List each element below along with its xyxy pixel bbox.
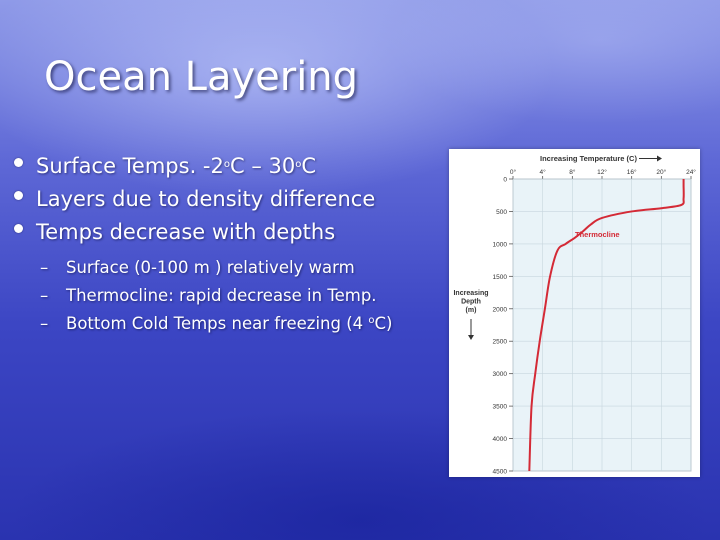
sub-bullet-list: – Surface (0-100 m ) relatively warm – T… (40, 258, 392, 342)
bullet-layers-density: Layers due to density difference (14, 187, 375, 220)
y-tick-label: 500 (496, 209, 507, 216)
bullet-text: Layers due to density difference (36, 187, 376, 211)
y-tick-label: 4000 (493, 436, 508, 443)
sub-bullet-text: Thermocline: rapid decrease in Temp. (66, 286, 377, 305)
y-tick-label: 2000 (493, 306, 508, 313)
x-tick-label: 12° (597, 168, 607, 176)
sub-bullet-dash: – (40, 258, 49, 277)
bullet-dot (14, 158, 23, 167)
bullet-text: Surface Temps. -2 (36, 154, 224, 178)
x-tick-labels: 0° 4° 8° 12° 16° 20° 24° (510, 168, 696, 176)
bullet-surface-temps: Surface Temps. -2oC – 30oC (14, 154, 375, 187)
sub-bullet-dash: – (40, 286, 49, 305)
sub-bullet-bottom: – Bottom Cold Temps near freezing (4 oC) (40, 314, 392, 342)
bullet-temps-decrease: Temps decrease with depths (14, 220, 375, 253)
degree-symbol: o (368, 315, 375, 326)
sub-bullet-surface: – Surface (0-100 m ) relatively warm (40, 258, 392, 286)
y-tick-label: 1500 (493, 274, 508, 281)
sub-bullet-text: Surface (0-100 m ) relatively warm (66, 258, 355, 277)
temperature-depth-figure: 0° 4° 8° 12° 16° 20° 24° 0 500 1000 1500 2000 2500 3… (449, 149, 700, 477)
y-tick-label: 1000 (493, 241, 508, 248)
x-tick-label: 8° (569, 168, 576, 176)
bullet-list: Surface Temps. -2oC – 30oC Layers due to… (14, 154, 375, 253)
y-axis-label-line: Depth (461, 299, 481, 306)
y-axis-label-line: Increasing (453, 290, 488, 297)
y-tick-label: 3500 (493, 404, 508, 411)
y-axis-label-line: (m) (466, 307, 477, 314)
bullet-text: C – 30 (230, 154, 296, 178)
y-tick-label: 0 (503, 177, 507, 184)
bullet-text: C (301, 154, 317, 178)
degree-symbol: o (295, 159, 302, 170)
y-axis-label: Increasing Depth(m) (453, 290, 488, 314)
temperature-profile-line (528, 179, 685, 472)
bullet-text: Temps decrease with depths (36, 220, 336, 244)
x-direction-arrow (639, 155, 662, 162)
sub-bullet-dash: – (40, 314, 49, 333)
y-tick-label: 2500 (493, 339, 508, 346)
y-tick-labels: 0 500 1000 1500 2000 2500 3000 3500 4000 4500 (493, 177, 508, 476)
y-tick-label: 3000 (493, 371, 508, 378)
slide-title: Ocean Layering (44, 54, 359, 100)
chart-title: Increasing Temperature (C) (540, 154, 637, 163)
degree-symbol: o (223, 159, 230, 170)
x-tick-label: 0° (510, 168, 517, 176)
x-tick-label: 20° (656, 168, 666, 176)
y-tick-label: 4500 (493, 469, 508, 476)
y-direction-arrow (468, 319, 474, 340)
temperature-depth-chart: 0° 4° 8° 12° 16° 20° 24° 0 500 1000 1500 2000 2500 3… (453, 154, 696, 476)
x-tick-label: 24° (686, 168, 696, 176)
bullet-dot (14, 191, 23, 200)
x-tick-label: 16° (627, 168, 637, 176)
grid-lines (509, 176, 692, 472)
sub-bullet-thermocline: – Thermocline: rapid decrease in Temp. (40, 286, 392, 314)
thermocline-label: Thermocline (575, 230, 620, 239)
sub-bullet-text: Bottom Cold Temps near freezing (4 (66, 314, 369, 333)
sub-bullet-text: C) (374, 314, 393, 333)
x-tick-label: 4° (540, 168, 547, 176)
bullet-dot (14, 224, 23, 233)
